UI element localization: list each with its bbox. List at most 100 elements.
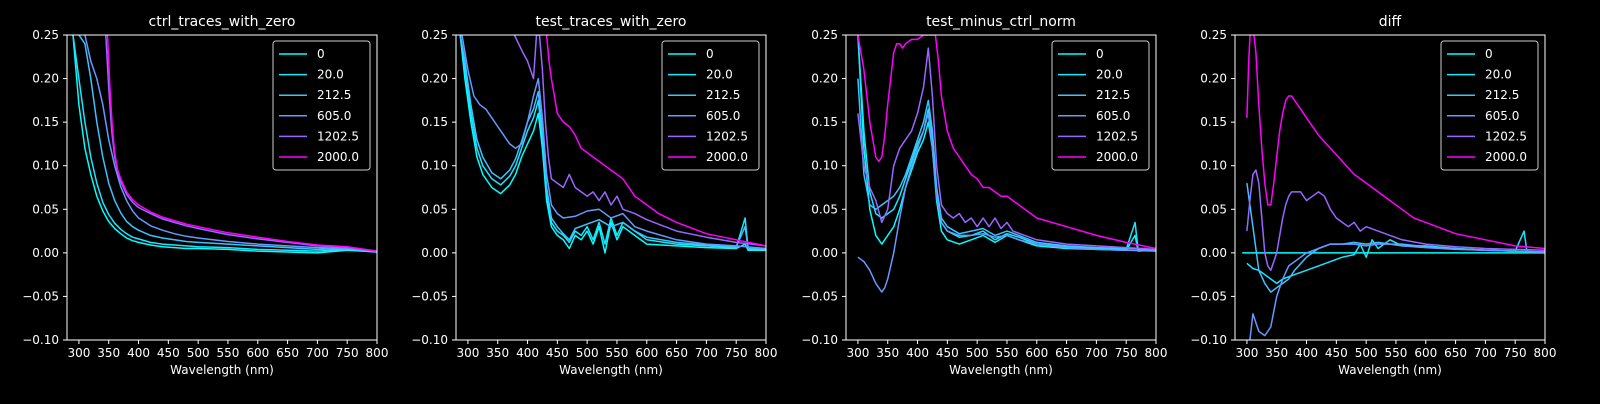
x-tick-label: 400	[1295, 346, 1318, 360]
x-tick-label: 450	[546, 346, 569, 360]
legend-label: 212.5	[706, 88, 740, 102]
x-tick-label: 350	[486, 346, 509, 360]
x-tick-label: 450	[936, 346, 959, 360]
y-tick-label: −0.05	[22, 289, 59, 303]
legend: 0 20.0 212.5 605.0 1202.5 2000.0	[661, 40, 760, 171]
series-line-605.0	[84, 35, 377, 252]
x-tick-label: 700	[1085, 346, 1108, 360]
series-line-2000.0	[106, 35, 377, 252]
x-tick-label: 650	[1444, 346, 1467, 360]
legend-label: 20.0	[1096, 68, 1123, 82]
series-group	[459, 35, 766, 254]
series-line-1202.5	[1246, 169, 1545, 272]
legend: 0 20.0 212.5 605.0 1202.5 2000.0	[272, 40, 371, 171]
x-tick-label: 400	[516, 346, 539, 360]
x-tick-label: 300	[456, 346, 479, 360]
x-tick-label: 300	[846, 346, 869, 360]
y-tick-label: 0.15	[421, 115, 448, 129]
axes-frame	[455, 34, 767, 341]
y-tick-label: 0.05	[421, 202, 448, 216]
series-line-0	[459, 35, 766, 254]
y-tick-label: 0.20	[32, 72, 59, 86]
x-tick-label: 450	[157, 346, 180, 360]
x-tick-label: 500	[576, 346, 599, 360]
axes-frame	[66, 34, 378, 341]
legend-box	[1440, 40, 1539, 171]
y-tick-label: 0.15	[1200, 115, 1227, 129]
chart-title: test_minus_ctrl_norm	[926, 14, 1076, 30]
x-tick-label: 650	[1055, 346, 1078, 360]
x-tick-label: 500	[187, 346, 210, 360]
x-tick-label: 650	[276, 346, 299, 360]
legend-label: 2000.0	[1485, 150, 1527, 164]
x-tick-label: 400	[906, 346, 929, 360]
legend-label: 2000.0	[706, 150, 748, 164]
x-tick-label: 700	[306, 346, 329, 360]
x-axis-label: Wavelength (nm)	[170, 363, 274, 377]
y-tick-label: −0.05	[801, 289, 838, 303]
legend: 0 20.0 212.5 605.0 1202.5 2000.0	[1051, 40, 1150, 171]
legend-label: 2000.0	[317, 150, 359, 164]
y-tick-label: 0.15	[811, 115, 838, 129]
legend-box	[661, 40, 760, 171]
legend-label: 20.0	[706, 68, 733, 82]
x-tick-label: 800	[755, 346, 778, 360]
x-tick-label: 750	[1504, 346, 1527, 360]
x-tick-label: 500	[1355, 346, 1378, 360]
y-tick-label: 0.00	[1200, 246, 1227, 260]
y-tick-label: 0.10	[421, 159, 448, 173]
y-tick-label: 0.20	[421, 72, 448, 86]
y-tick-label: 0.00	[811, 246, 838, 260]
x-tick-label: 500	[966, 346, 989, 360]
x-tick-label: 600	[1025, 346, 1048, 360]
y-tick-label: −0.10	[22, 333, 59, 347]
legend-label: 0	[706, 47, 714, 61]
chart-panel: diff 300 350 400 450 500 550 600 650 700 750 800 −0.…	[1190, 14, 1556, 377]
legend-box	[272, 40, 371, 171]
legend-label: 0	[1485, 47, 1493, 61]
legend-box	[1051, 40, 1150, 171]
x-tick-label: 750	[1115, 346, 1138, 360]
legend-label: 0	[1096, 47, 1104, 61]
x-axis-label: Wavelength (nm)	[1338, 363, 1442, 377]
x-tick-label: 550	[606, 346, 629, 360]
legend-label: 605.0	[1096, 109, 1130, 123]
x-tick-label: 700	[695, 346, 718, 360]
series-line-605.0	[1249, 243, 1545, 340]
series-line-1202.5	[513, 35, 766, 247]
y-tick-label: 0.00	[421, 246, 448, 260]
series-line-20.0	[459, 35, 766, 251]
series-group	[1242, 35, 1545, 340]
x-tick-label: 350	[876, 346, 899, 360]
legend-label: 1202.5	[706, 129, 748, 143]
y-tick-label: 0.05	[32, 202, 59, 216]
series-line-212.5	[78, 35, 377, 252]
legend-label: 20.0	[1485, 68, 1512, 82]
y-tick-label: −0.10	[1190, 333, 1227, 347]
x-tick-label: 350	[1265, 346, 1288, 360]
x-axis-label: Wavelength (nm)	[559, 363, 663, 377]
series-line-20.0	[72, 35, 377, 253]
x-tick-label: 450	[1325, 346, 1348, 360]
series-line-212.5	[857, 78, 1156, 251]
chart-title: ctrl_traces_with_zero	[149, 14, 296, 30]
x-tick-label: 600	[246, 346, 269, 360]
y-tick-label: −0.05	[411, 289, 448, 303]
x-tick-label: 550	[217, 346, 240, 360]
series-line-1202.5	[857, 47, 1156, 251]
y-tick-label: 0.10	[32, 159, 59, 173]
x-axis-label: Wavelength (nm)	[949, 363, 1053, 377]
x-tick-label: 750	[725, 346, 748, 360]
x-tick-label: 800	[1145, 346, 1168, 360]
legend-label: 1202.5	[1485, 129, 1527, 143]
legend-label: 212.5	[317, 88, 351, 102]
legend-label: 1202.5	[317, 129, 359, 143]
series-line-0	[72, 35, 377, 254]
x-tick-label: 350	[97, 346, 120, 360]
series-line-605.0	[461, 35, 766, 250]
legend: 0 20.0 212.5 605.0 1202.5 2000.0	[1440, 40, 1539, 171]
legend-label: 212.5	[1096, 88, 1130, 102]
legend-label: 1202.5	[1096, 129, 1138, 143]
series-line-2000.0	[545, 35, 766, 247]
